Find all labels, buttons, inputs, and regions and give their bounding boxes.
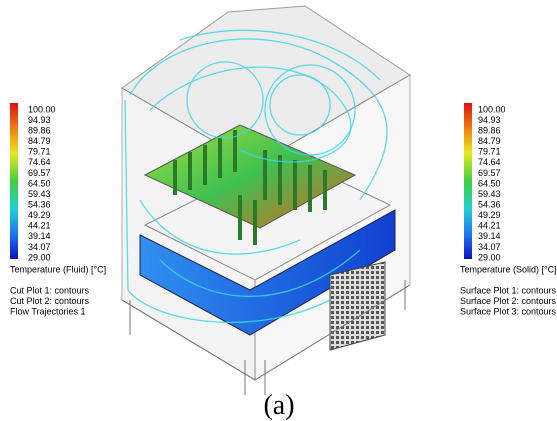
legend-tick-label: 39.14 — [478, 231, 501, 241]
legend-tick-label: 34.07 — [28, 242, 51, 252]
legend-tick-label: 84.79 — [28, 136, 51, 146]
legend-tick-label: 79.71 — [28, 147, 51, 157]
legend-title: Temperature (Solid) [°C] — [460, 264, 557, 274]
solid-legend: 100.0094.9389.8684.7979.7174.6469.5764.5… — [460, 103, 557, 316]
grille — [330, 262, 385, 350]
legend-tick-label: 89.86 — [28, 126, 51, 136]
caption: (a) — [263, 390, 294, 421]
legend-tick-label: 74.64 — [478, 157, 501, 167]
legend-item: Cut Plot 1: contours — [10, 285, 90, 295]
legend-tick-label: 29.00 — [478, 252, 501, 262]
legend-item: Surface Plot 3: contours — [460, 306, 557, 316]
legend-tick-label: 69.57 — [478, 168, 501, 178]
colorbar — [464, 103, 472, 259]
device — [122, 6, 410, 395]
colorbar — [10, 103, 18, 259]
legend-item: Surface Plot 1: contours — [460, 285, 557, 295]
legend-tick-label: 74.64 — [28, 157, 51, 167]
legend-tick-label: 39.14 — [28, 231, 51, 241]
legend-tick-label: 84.79 — [478, 136, 501, 146]
legend-tick-label: 59.43 — [478, 189, 501, 199]
legend-tick-label: 49.29 — [478, 210, 501, 220]
legend-tick-label: 44.21 — [28, 221, 51, 231]
legend-tick-label: 34.07 — [478, 242, 501, 252]
legend-tick-label: 44.21 — [478, 221, 501, 231]
legend-tick-label: 54.36 — [28, 200, 51, 210]
legend-tick-label: 59.43 — [28, 189, 51, 199]
legend-tick-label: 79.71 — [478, 147, 501, 157]
legend-tick-label: 29.00 — [28, 252, 51, 262]
legend-tick-label: 89.86 — [478, 126, 501, 136]
figure: 100.0094.9389.8684.7979.7174.6469.5764.5… — [0, 0, 557, 421]
fluid-legend: 100.0094.9389.8684.7979.7174.6469.5764.5… — [10, 103, 106, 316]
legend-tick-label: 100.00 — [28, 104, 56, 114]
legend-tick-label: 64.50 — [28, 178, 51, 188]
legend-tick-label: 94.93 — [478, 115, 501, 125]
legend-tick-label: 54.36 — [478, 200, 501, 210]
legend-tick-label: 100.00 — [478, 104, 506, 114]
legend-tick-label: 69.57 — [28, 168, 51, 178]
legend-tick-label: 94.93 — [28, 115, 51, 125]
legend-tick-label: 49.29 — [28, 210, 51, 220]
legend-title: Temperature (Fluid) [°C] — [10, 264, 106, 274]
legend-item: Surface Plot 2: contours — [460, 296, 557, 306]
legend-tick-label: 64.50 — [478, 178, 501, 188]
legend-item: Cut Plot 2: contours — [10, 296, 90, 306]
legend-item: Flow Trajectories 1 — [10, 306, 86, 316]
